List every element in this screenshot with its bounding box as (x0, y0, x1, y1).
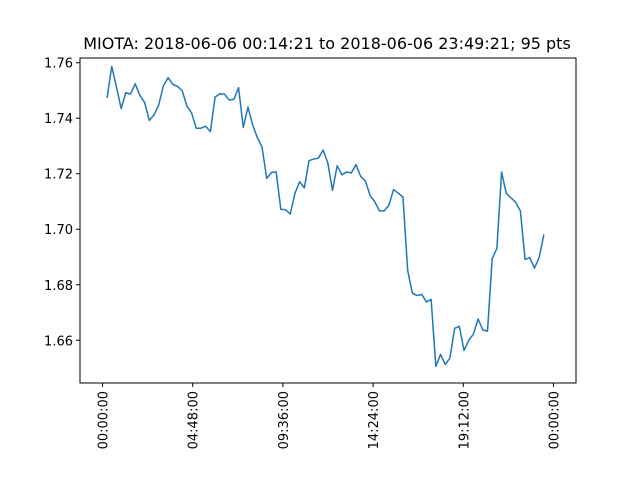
y-tick-label: 1.72 (44, 168, 73, 183)
y-tick-label: 1.68 (44, 279, 73, 294)
x-tick-label: 14:24:00 (367, 391, 382, 449)
plot-area (106, 65, 545, 368)
x-tick-label: 19:12:00 (457, 391, 472, 449)
y-axis: 1.66 1.68 1.70 1.72 1.74 1.76 (44, 57, 80, 349)
x-tick-label: 00:00:00 (547, 391, 562, 449)
plot-frame (79, 57, 577, 384)
y-tick-label: 1.70 (44, 223, 73, 238)
series-line (106, 65, 545, 368)
x-tick-label: 04:48:00 (187, 391, 202, 449)
y-tick-label: 1.76 (44, 57, 73, 72)
y-tick-label: 1.66 (44, 334, 73, 349)
x-tick-label: 09:36:00 (277, 391, 292, 449)
y-tick-label: 1.74 (44, 112, 73, 127)
chart-title: MIOTA: 2018-06-06 00:14:21 to 2018-06-06… (83, 34, 571, 53)
x-axis: 00:00:00 04:48:00 09:36:00 14:24:00 19:12:00… (97, 383, 562, 449)
x-tick-label: 00:00:00 (97, 391, 112, 449)
